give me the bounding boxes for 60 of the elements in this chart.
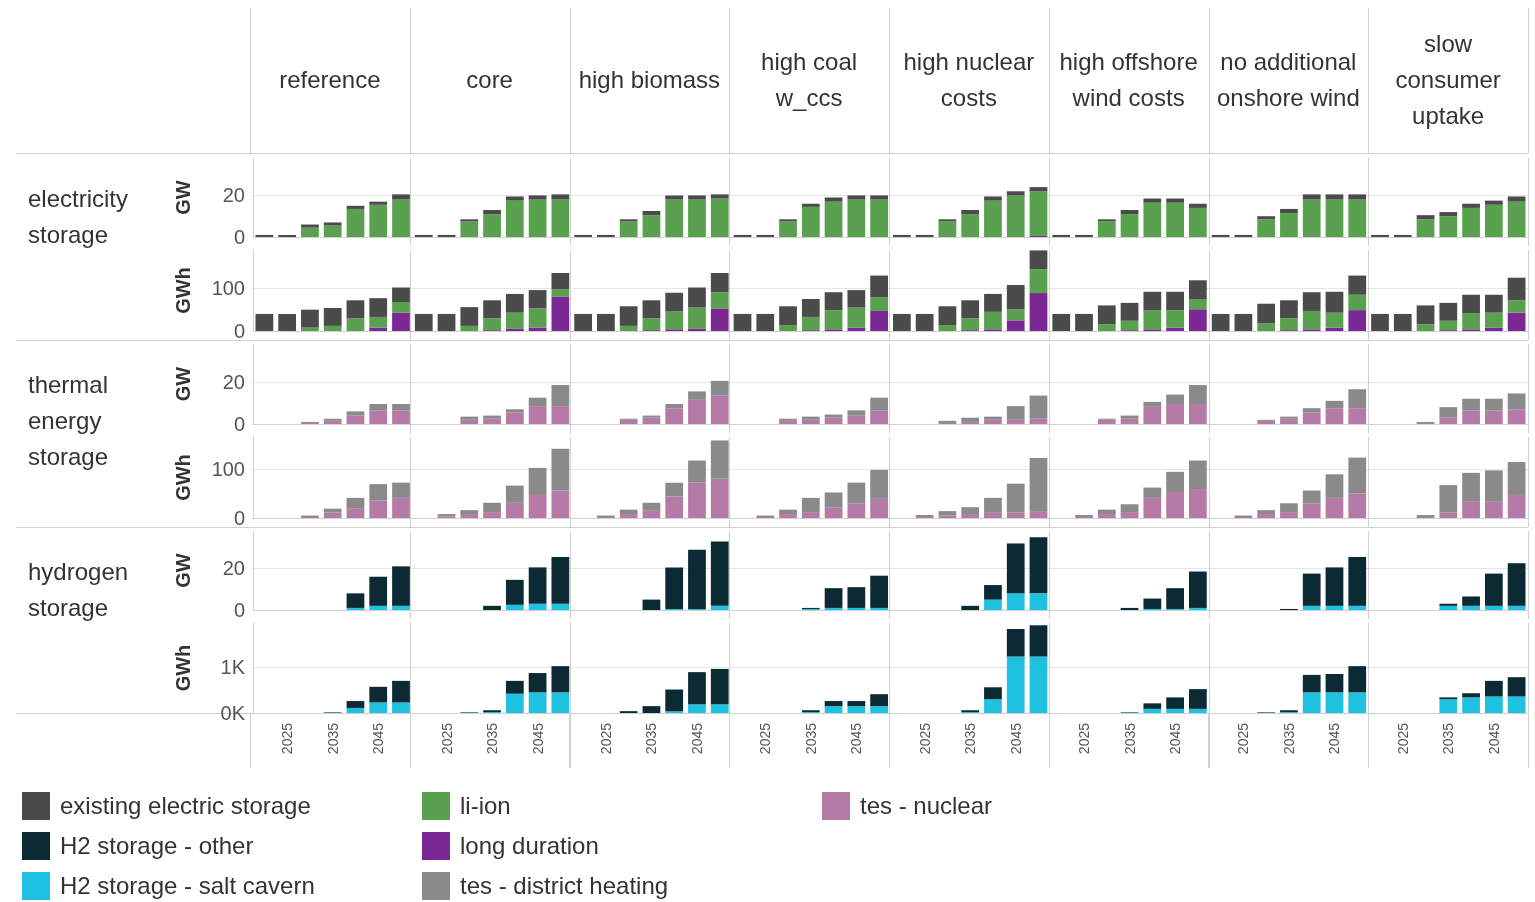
text: reference [278, 65, 382, 95]
x-tick-label: 2045 [688, 722, 705, 755]
x-tick-label: 2025 [438, 722, 455, 755]
text: high offshore wind costs [1058, 47, 1199, 113]
text: electricity storage [28, 184, 130, 250]
x-tick-label: 2025 [916, 722, 933, 755]
x-tick-label: 2035 [802, 722, 819, 755]
text: slow consumer uptake [1394, 29, 1502, 131]
x-tick-label: 2045 [529, 722, 546, 755]
x-tick-label: 2025 [757, 722, 774, 755]
text: hydrogen storage [28, 557, 130, 623]
x-tick-label: 2025 [1235, 722, 1252, 755]
y-tick-label: 100 [211, 457, 245, 480]
y-axis-title: GWh [172, 267, 194, 314]
y-tick-label: 0 [233, 413, 245, 435]
x-tick-label: 2035 [484, 722, 501, 755]
legend-label: H2 storage - other [60, 832, 254, 860]
legend-label: H2 storage - salt cavern [60, 872, 315, 900]
y-tick-label: 0 [233, 320, 245, 342]
text: no additional onshore wind [1216, 47, 1361, 113]
y-tick-label: 20 [222, 370, 245, 393]
y-tick-label: 0 [233, 599, 245, 621]
y-axis-title: GW [172, 366, 194, 402]
y-tick-label: 0K [220, 702, 246, 724]
x-tick-label: 2035 [1280, 722, 1297, 755]
legend-label: long duration [460, 832, 599, 860]
x-tick-label: 2045 [848, 722, 865, 755]
y-tick-label: 0 [233, 226, 245, 248]
x-tick-label: 2025 [1076, 722, 1093, 755]
legend-label: tes - nuclear [860, 792, 993, 820]
x-tick-label: 2035 [962, 722, 979, 755]
x-tick-label: 2045 [1007, 722, 1024, 755]
x-tick-label: 2045 [370, 722, 387, 755]
x-tick-label: 2035 [643, 722, 660, 755]
x-tick-label: 2025 [597, 722, 614, 755]
y-tick-label: 20 [222, 557, 245, 580]
y-axis-title: GW [172, 553, 194, 588]
x-tick-label: 2045 [1326, 722, 1343, 755]
x-tick-label: 2025 [1394, 722, 1411, 755]
legend-label: li-ion [460, 792, 511, 820]
x-tick-label: 2045 [1167, 722, 1184, 755]
text: high biomass [577, 65, 722, 95]
x-tick-label: 2025 [279, 722, 296, 755]
y-tick-label: 1K [220, 656, 246, 679]
legend-label: tes - district heating [460, 872, 669, 900]
x-tick-label: 2035 [324, 722, 341, 755]
legend-label: existing electric storage [60, 792, 311, 820]
text: thermal energy storage [28, 370, 110, 472]
y-tick-label: 20 [222, 184, 245, 207]
x-tick-label: 2045 [1485, 722, 1502, 755]
text: core [465, 65, 514, 95]
y-tick-label: 100 [211, 277, 245, 300]
y-axis-title: GW [172, 180, 194, 215]
y-tick-label: 0 [233, 507, 245, 529]
y-axis-title: GWh [172, 454, 194, 501]
x-tick-label: 2035 [1121, 722, 1138, 755]
x-tick-label: 2035 [1440, 722, 1457, 755]
text: high coal w_ccs [760, 47, 859, 113]
text: high nuclear costs [902, 47, 1036, 113]
y-axis-title: GWh [172, 644, 194, 692]
